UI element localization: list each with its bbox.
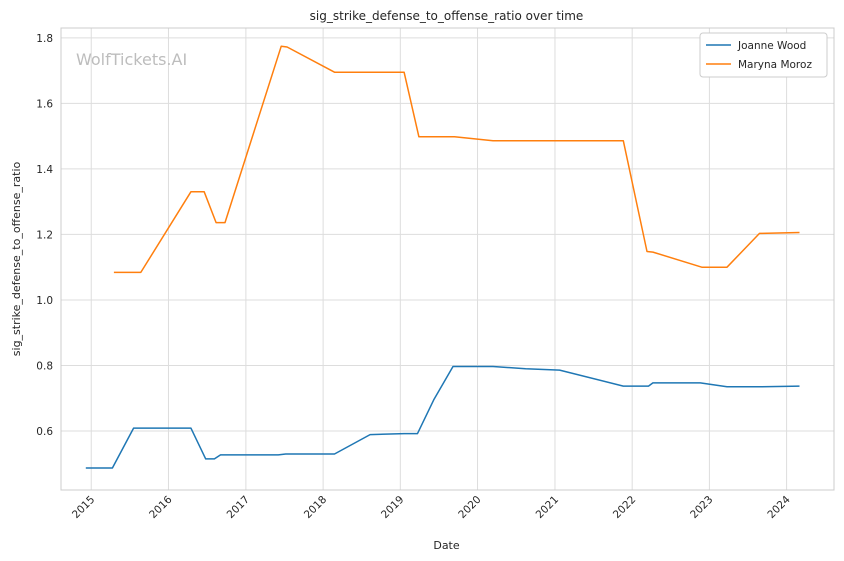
y-tick-label: 0.8 — [36, 360, 53, 372]
legend: Joanne Wood Maryna Moroz — [699, 32, 828, 78]
chart-title: sig_strike_defense_to_offense_ratio over… — [310, 9, 584, 23]
x-tick-label: 2023 — [688, 494, 715, 521]
x-tick-label: 2022 — [611, 494, 638, 521]
watermark-text: WolfTickets.AI — [76, 50, 187, 69]
series-line-maryna-moroz — [113, 45, 800, 274]
x-axis-ticks: 2015 2016 2017 2018 2019 2020 2021 2022 2023 2024 — [70, 493, 793, 521]
y-tick-label: 1.2 — [36, 229, 53, 241]
x-tick-label: 2020 — [456, 494, 483, 521]
x-tick-label: 2018 — [302, 494, 329, 521]
x-tick-label: 2015 — [70, 494, 97, 521]
legend-label-maryna-moroz: Maryna Moroz — [738, 59, 812, 71]
series-line-joanne-wood — [85, 365, 800, 469]
x-tick-label: 2016 — [147, 493, 175, 521]
x-tick-label: 2019 — [379, 494, 406, 521]
series-lines — [85, 45, 800, 469]
x-tick-label: 2017 — [225, 494, 252, 521]
x-tick-label: 2021 — [534, 494, 561, 521]
legend-box — [699, 32, 828, 78]
y-tick-label: 1.4 — [36, 164, 53, 176]
x-tick-label: 2024 — [765, 493, 793, 521]
x-axis-label: Date — [433, 539, 460, 552]
plot-frame — [60, 27, 835, 491]
y-tick-label: 1.0 — [36, 295, 53, 307]
y-axis-ticks: 0.6 0.8 1.0 1.2 1.4 1.6 1.8 — [36, 33, 53, 438]
y-tick-label: 1.8 — [36, 33, 53, 45]
grid — [61, 28, 834, 490]
legend-label-joanne-wood: Joanne Wood — [737, 40, 806, 52]
y-tick-label: 1.6 — [36, 98, 53, 110]
y-tick-label: 0.6 — [36, 426, 53, 438]
y-axis-label: sig_strike_defense_to_offense_ratio — [10, 162, 23, 357]
